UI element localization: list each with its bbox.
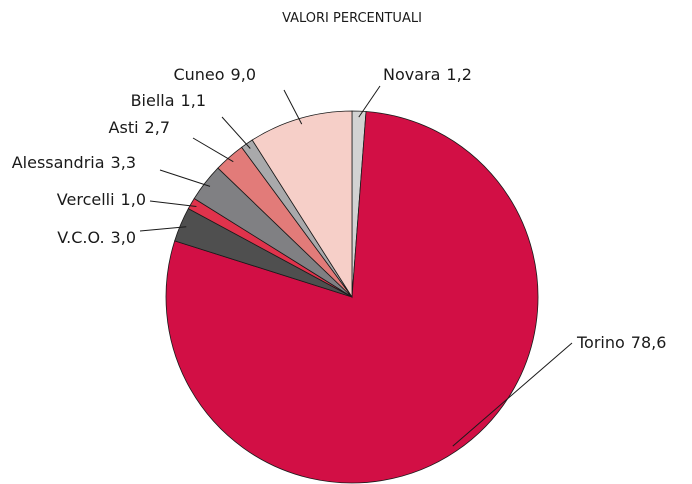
slice-name: V.C.O. xyxy=(57,228,104,247)
chart-title: VALORI PERCENTUALI xyxy=(282,11,422,26)
leader-line xyxy=(192,137,234,163)
slice-label: Torino 78,6 xyxy=(576,333,666,352)
slice-value: 1,2 xyxy=(446,65,471,84)
slice-name: Vercelli xyxy=(57,190,115,209)
slice-value: 3,3 xyxy=(111,153,136,172)
pie-slice xyxy=(251,110,353,299)
leader-line xyxy=(159,169,211,187)
slice-name: Asti xyxy=(109,118,139,137)
slice-label: Biella 1,1 xyxy=(131,91,206,110)
leader-line xyxy=(139,226,187,232)
slice-value: 3,0 xyxy=(111,228,136,247)
slice-label: Asti 2,7 xyxy=(109,118,170,137)
slice-label: V.C.O. 3,0 xyxy=(57,228,136,247)
slice-name: Alessandria xyxy=(12,153,105,172)
slice-name: Torino xyxy=(576,333,625,352)
slice-name: Biella xyxy=(131,91,175,110)
slice-value: 1,0 xyxy=(121,190,146,209)
slice-value: 1,1 xyxy=(181,91,206,110)
slice-value: 78,6 xyxy=(631,333,667,352)
slice-name: Novara xyxy=(383,65,440,84)
slice-label: Novara 1,2 xyxy=(383,65,472,84)
leader-line xyxy=(452,342,573,447)
leader-line xyxy=(358,85,381,118)
leader-line xyxy=(221,116,251,149)
slice-value: 9,0 xyxy=(231,65,256,84)
leader-line xyxy=(283,89,303,125)
slice-label: Cuneo 9,0 xyxy=(173,65,256,84)
slice-value: 2,7 xyxy=(145,118,170,137)
slice-label: Vercelli 1,0 xyxy=(57,190,146,209)
slice-name: Cuneo xyxy=(173,65,224,84)
leader-line xyxy=(149,200,197,208)
slice-label: Alessandria 3,3 xyxy=(12,153,136,172)
